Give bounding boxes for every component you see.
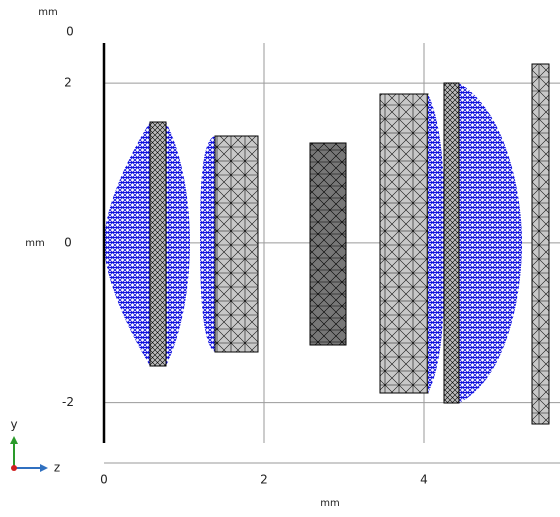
x-tick-label: 0	[100, 473, 108, 487]
lens-surface	[166, 122, 190, 366]
lens-element	[380, 94, 428, 393]
lens-element	[215, 136, 258, 352]
x-tick-label: 4	[420, 473, 428, 487]
lens-surface	[459, 83, 522, 403]
lens-element	[150, 122, 166, 366]
lens-surface	[104, 122, 150, 366]
axis-label: mm	[38, 7, 57, 18]
y-tick-label: 2	[64, 76, 72, 90]
triad: y z	[10, 418, 60, 475]
lens-element	[310, 143, 346, 345]
z-tick-label: 0	[66, 25, 74, 39]
x-tick-label: 2	[260, 473, 268, 487]
y-tick-label: 0	[64, 235, 72, 249]
triad-label: y	[10, 418, 17, 432]
geometry	[104, 64, 549, 424]
lens-element	[444, 83, 459, 403]
y-tick-label: -2	[62, 395, 74, 409]
axis-label: mm	[25, 238, 44, 249]
triad-label: z	[54, 461, 60, 475]
lens-surface	[428, 94, 445, 393]
viewport: mm mm mm 0 y z 0 2 4 -2 0 2	[0, 0, 560, 513]
axis-label: mm	[320, 498, 339, 509]
lens-element	[532, 64, 549, 424]
lens-surface	[200, 136, 215, 352]
